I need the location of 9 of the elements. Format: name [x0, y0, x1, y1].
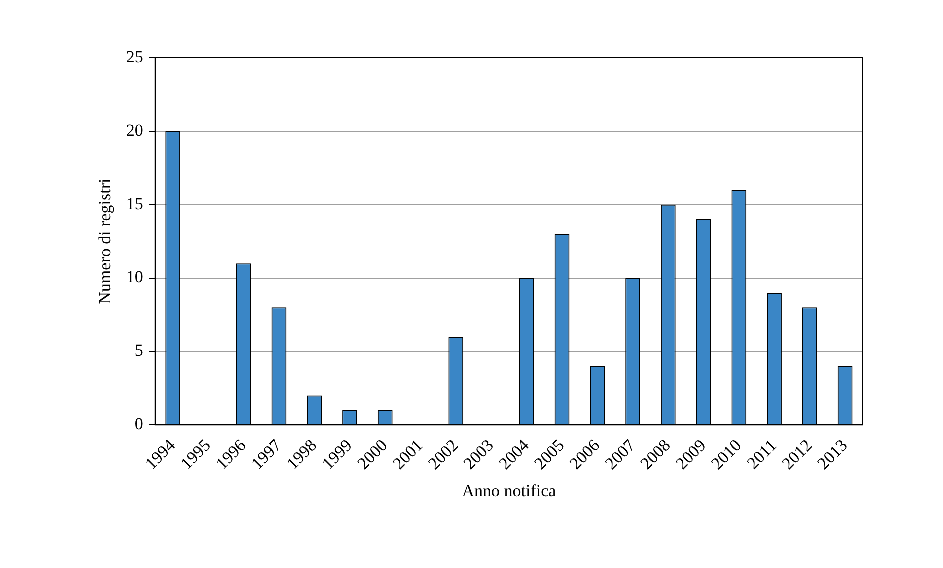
y-tick-label: 20 [126, 120, 144, 140]
y-tick-label: 10 [126, 268, 144, 287]
y-tick-label: 0 [134, 414, 144, 434]
y-tick-label: 15 [126, 194, 144, 214]
y-tick-label: 5 [134, 341, 144, 360]
y-tick-label: 25 [126, 47, 144, 66]
x-tick-label: 2011 [744, 436, 781, 473]
x-axis-title: Anno notifica [462, 481, 557, 500]
y-axis-title: Numero di registri [96, 178, 115, 304]
